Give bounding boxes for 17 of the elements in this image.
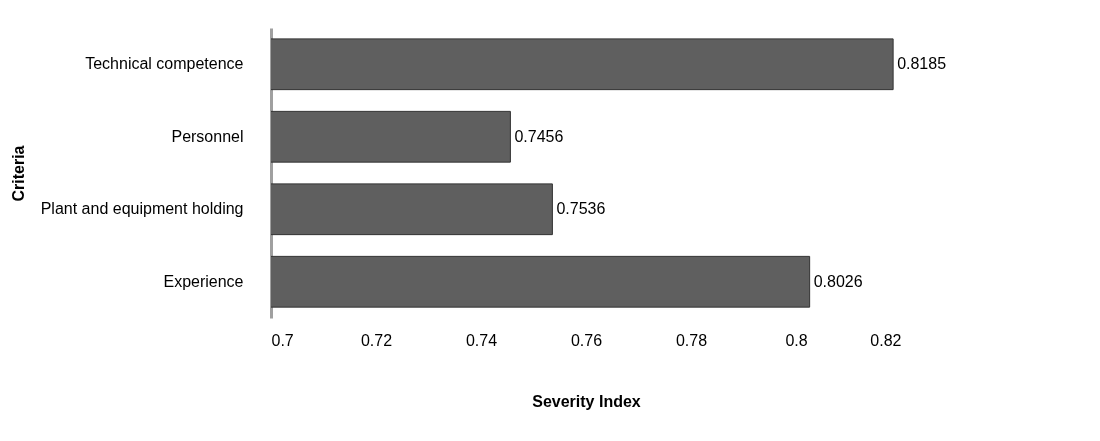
x-tick-label: 0.8 [785, 331, 808, 349]
y-tick-label: Personnel [171, 127, 244, 145]
y-tick-label: Experience [163, 272, 244, 290]
y-tick-label: Technical competence [85, 55, 244, 73]
data-label: 0.8026 [813, 272, 863, 290]
x-tick-label: 0.76 [570, 331, 603, 349]
x-axis-title: Severity Index [532, 392, 641, 410]
x-tick-label: 0.72 [360, 331, 393, 349]
x-tick-label: 0.7 [271, 331, 294, 349]
data-label: 0.7456 [514, 127, 564, 145]
x-tick-label: 0.78 [675, 331, 708, 349]
x-tick-label: 0.82 [870, 331, 902, 349]
x-tick-label: 0.74 [465, 331, 498, 349]
y-axis-title: Criteria [9, 145, 27, 202]
data-label: 0.8185 [897, 55, 947, 73]
data-label: 0.7536 [556, 200, 606, 218]
y-tick-label: Plant and equipment holding [40, 200, 244, 218]
